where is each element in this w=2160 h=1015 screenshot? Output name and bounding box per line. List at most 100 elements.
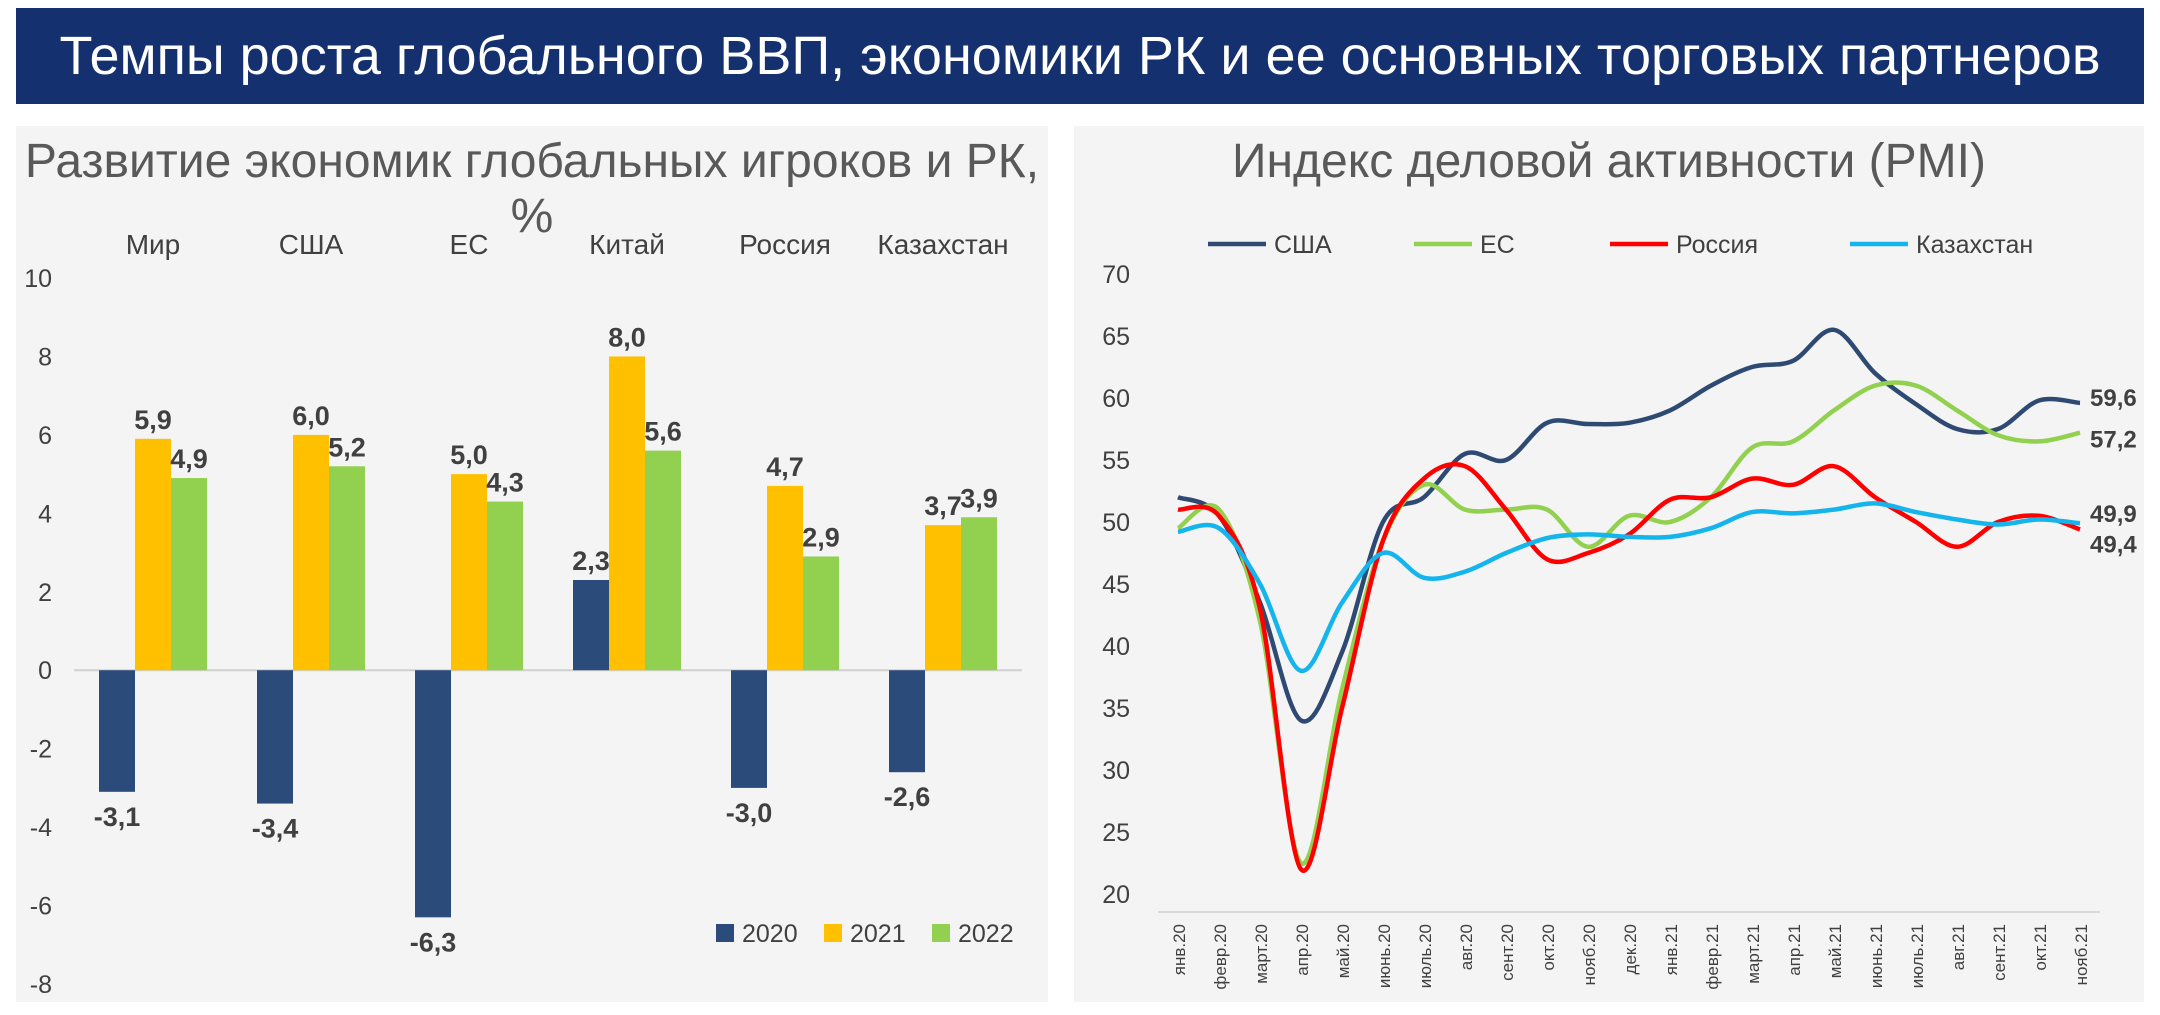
- category-label: Казахстан: [877, 229, 1008, 260]
- legend-label: 2022: [958, 920, 1014, 948]
- y-tick-label: 30: [1102, 757, 1130, 785]
- page-title: Темпы роста глобального ВВП, экономики Р…: [59, 26, 2101, 86]
- x-tick-label: июнь.21: [1867, 924, 1886, 988]
- y-tick-label: 55: [1102, 447, 1130, 475]
- bar-value-label: 4,9: [170, 444, 208, 474]
- y-tick-label: 40: [1102, 633, 1130, 661]
- y-tick-label: -2: [30, 736, 52, 764]
- legend-label: ЕС: [1480, 231, 1515, 259]
- bar-value-label: 3,7: [924, 491, 962, 521]
- x-tick-label: окт.21: [2031, 924, 2050, 971]
- y-tick-label: -6: [30, 893, 52, 921]
- pmi-chart-panel: Индекс деловой активности (PMI) 70 65 60 55…: [1074, 126, 2144, 1002]
- end-value-label: 49,9: [2090, 501, 2137, 528]
- bar-value-label: -2,6: [884, 782, 931, 812]
- x-tick-label: март.21: [1744, 924, 1763, 984]
- legend-label: Казахстан: [1916, 231, 2033, 259]
- bar-value-label: 3,9: [960, 483, 998, 513]
- x-tick-label: март.20: [1252, 924, 1271, 984]
- bar-value-label: 4,7: [766, 452, 804, 482]
- category-label: США: [279, 229, 344, 260]
- line-series-ЕС: [1176, 380, 2081, 866]
- bar-2022: [487, 501, 523, 671]
- legend-swatch-2022: [932, 924, 950, 942]
- line-series-США: [1177, 327, 2081, 724]
- legend-swatch-2021: [824, 924, 842, 942]
- pmi-chart-title: Индекс деловой активности (PMI): [1232, 135, 1986, 188]
- bar-2020: [99, 670, 135, 792]
- bar-value-label: 4,3: [486, 468, 524, 498]
- y-tick-label: 65: [1102, 323, 1130, 351]
- y-tick-label: 45: [1102, 571, 1130, 599]
- x-tick-label: окт.20: [1539, 924, 1558, 971]
- bar-value-label: -3,0: [726, 798, 773, 828]
- x-tick-label: нояб.20: [1580, 924, 1599, 985]
- bar-2021: [767, 485, 803, 671]
- y-tick-label: 6: [38, 422, 52, 450]
- x-tick-label: авг.20: [1457, 924, 1476, 970]
- x-tick-label: апр.20: [1293, 924, 1312, 976]
- category-label: Китай: [589, 229, 665, 260]
- x-tick-label: июнь.20: [1375, 924, 1394, 988]
- bar-value-label: -3,1: [94, 802, 141, 832]
- x-tick-label: сент.21: [1990, 924, 2009, 981]
- category-label: Россия: [739, 229, 831, 260]
- y-tick-label: 50: [1102, 509, 1130, 537]
- y-tick-label: 2: [38, 579, 52, 607]
- y-tick-label: 20: [1102, 881, 1130, 909]
- bar-2020: [731, 670, 767, 788]
- gdp-chart-panel: Развитие экономик глобальных игроков и Р…: [16, 126, 1048, 1002]
- bar-value-label: 8,0: [608, 322, 646, 352]
- x-tick-label: сент.20: [1498, 924, 1517, 981]
- end-value-label: 59,6: [2090, 385, 2137, 412]
- bar-2022: [803, 556, 839, 671]
- x-tick-label: апр.21: [1785, 924, 1804, 976]
- bar-2020: [889, 670, 925, 773]
- y-tick-label: 0: [38, 657, 52, 685]
- bar-value-label: 5,0: [450, 440, 488, 470]
- y-tick-label: -8: [30, 971, 52, 999]
- y-tick-label: 25: [1102, 819, 1130, 847]
- gdp-chart-title: Развитие экономик глобальных игроков и Р…: [24, 135, 1040, 243]
- bar-2021: [293, 434, 329, 671]
- bar-2022: [329, 466, 365, 671]
- legend-label: США: [1274, 231, 1332, 259]
- bar-value-label: 5,6: [644, 417, 682, 447]
- x-tick-label: июль.21: [1908, 924, 1927, 988]
- gdp-bar-chart: 1086420-2-4-6-8Мир-3,15,94,9США-3,46,05,…: [24, 229, 1022, 999]
- line-series-Россия: [1177, 461, 2081, 873]
- bar-value-label: 2,9: [802, 522, 840, 552]
- bar-2021: [135, 438, 171, 671]
- category-label: Мир: [126, 229, 181, 260]
- bar-2021: [609, 356, 645, 671]
- bar-2020: [415, 670, 451, 918]
- bar-value-label: -6,3: [410, 927, 457, 957]
- legend-label: Россия: [1676, 231, 1758, 259]
- bar-2020: [573, 580, 609, 671]
- bar-2022: [171, 478, 207, 671]
- y-tick-label: 35: [1102, 695, 1130, 723]
- x-tick-label: янв.20: [1170, 924, 1189, 975]
- x-tick-label: май.21: [1826, 924, 1845, 978]
- bar-2021: [925, 525, 961, 671]
- legend-swatch-2020: [716, 924, 734, 942]
- bar-2022: [645, 450, 681, 671]
- x-tick-label: май.20: [1334, 924, 1353, 978]
- bar-value-label: 5,2: [328, 432, 366, 462]
- y-tick-label: 4: [38, 500, 52, 528]
- bar-value-label: 2,3: [572, 546, 610, 576]
- bar-value-label: -3,4: [252, 814, 299, 844]
- y-tick-label: 10: [24, 265, 52, 293]
- bar-2020: [257, 670, 293, 804]
- bar-2022: [961, 517, 997, 671]
- x-tick-label: янв.21: [1662, 924, 1681, 975]
- pmi-line-chart: 70 65 60 55 50 45 40 35 30 25 20 янв.20 февр.20 март.…: [1102, 231, 2137, 990]
- x-tick-label: нояб.21: [2072, 924, 2091, 985]
- bar-value-label: 6,0: [292, 401, 330, 431]
- y-tick-label: 70: [1102, 261, 1130, 289]
- x-tick-label: февр.20: [1211, 924, 1230, 990]
- y-tick-label: 60: [1102, 385, 1130, 413]
- bar-2021: [451, 474, 487, 671]
- legend-label: 2020: [742, 920, 798, 948]
- end-value-label: 49,4: [2090, 531, 2137, 558]
